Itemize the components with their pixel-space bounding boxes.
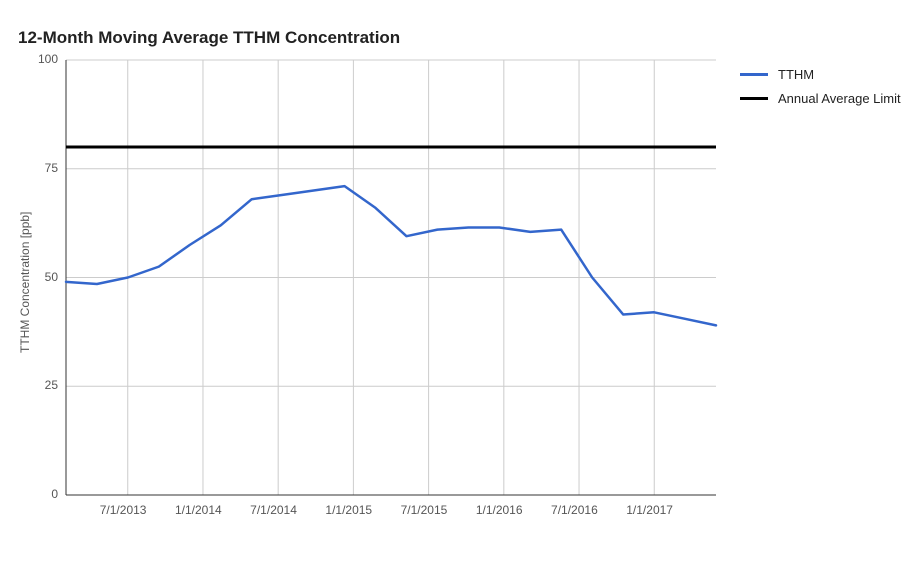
y-tick-label: 100 bbox=[38, 52, 58, 66]
legend-swatch-tthm bbox=[740, 73, 768, 76]
legend-item-limit[interactable]: Annual Average Limit bbox=[740, 86, 901, 110]
y-axis-label: TTHM Concentration [ppb] bbox=[18, 211, 32, 352]
x-tick-label: 1/1/2015 bbox=[325, 503, 372, 517]
x-tick-label: 1/1/2016 bbox=[476, 503, 523, 517]
legend: TTHM Annual Average Limit bbox=[740, 62, 901, 110]
plot-area bbox=[66, 60, 716, 495]
legend-label-limit: Annual Average Limit bbox=[778, 91, 901, 106]
y-tick-label: 0 bbox=[51, 487, 58, 501]
x-tick-label: 7/1/2014 bbox=[250, 503, 297, 517]
legend-swatch-limit bbox=[740, 97, 768, 100]
legend-item-tthm[interactable]: TTHM bbox=[740, 62, 901, 86]
x-tick-label: 1/1/2017 bbox=[626, 503, 673, 517]
legend-label-tthm: TTHM bbox=[778, 67, 814, 82]
x-tick-label: 7/1/2015 bbox=[401, 503, 448, 517]
chart-svg bbox=[66, 60, 716, 495]
chart-title: 12-Month Moving Average TTHM Concentrati… bbox=[18, 28, 400, 48]
y-tick-label: 75 bbox=[45, 161, 58, 175]
y-tick-label: 25 bbox=[45, 378, 58, 392]
x-tick-label: 7/1/2016 bbox=[551, 503, 598, 517]
x-tick-label: 7/1/2013 bbox=[100, 503, 147, 517]
y-tick-label: 50 bbox=[45, 270, 58, 284]
x-tick-label: 1/1/2014 bbox=[175, 503, 222, 517]
chart-container: 12-Month Moving Average TTHM Concentrati… bbox=[0, 0, 907, 561]
